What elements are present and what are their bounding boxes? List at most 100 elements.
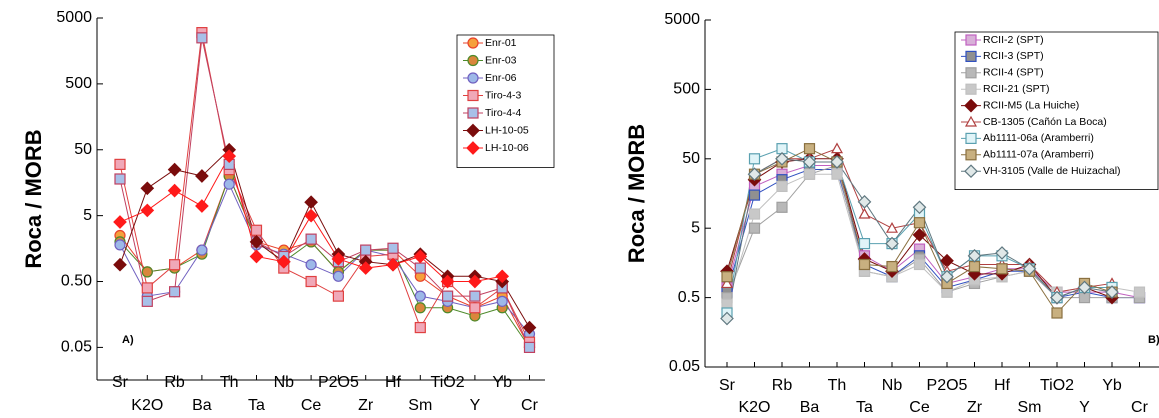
data-point — [413, 249, 428, 264]
x-tick-label: Cr — [1131, 399, 1149, 416]
data-point — [858, 237, 871, 250]
legend-marker — [467, 89, 479, 102]
x-tick-label: P2O5 — [318, 374, 359, 391]
data-point — [222, 149, 237, 163]
data-point — [747, 167, 762, 182]
x-tick-label: Ba — [800, 399, 820, 416]
legend-marker — [965, 50, 977, 63]
legend-label: Tiro-4-3 — [485, 89, 522, 101]
y-tick-label: 5000 — [664, 11, 700, 28]
series-line — [119, 182, 530, 335]
data-point — [776, 201, 788, 213]
legend-label: Enr-03 — [485, 54, 517, 66]
series-line — [119, 32, 530, 343]
x-tick-label: TiO2 — [1040, 377, 1074, 394]
y-axis-label: Roca / MORB — [21, 129, 46, 268]
data-point — [468, 274, 482, 289]
data-point — [223, 178, 235, 190]
x-tick-label: Sm — [1018, 399, 1042, 416]
data-point — [114, 173, 126, 185]
data-point — [195, 169, 209, 183]
x-tick-label: P2O5 — [927, 377, 968, 394]
data-point — [113, 215, 127, 229]
legend-marker — [964, 164, 978, 179]
data-point — [1077, 280, 1092, 295]
data-point — [1050, 290, 1064, 305]
series-line — [119, 37, 530, 348]
data-point — [995, 246, 1009, 260]
data-point — [721, 271, 733, 283]
legend-marker — [965, 67, 977, 79]
x-tick-label: Ta — [856, 399, 873, 416]
legend-marker — [466, 123, 480, 138]
data-point — [360, 244, 372, 256]
data-point — [386, 257, 400, 272]
legend-marker — [467, 54, 479, 67]
legend-marker — [466, 141, 480, 155]
x-tick-label: Hf — [994, 377, 1011, 394]
data-point — [169, 286, 181, 298]
data-point — [195, 199, 209, 213]
legend-label: RCII-4 (SPT) — [983, 67, 1044, 79]
data-point — [249, 235, 264, 249]
data-point — [913, 258, 926, 271]
legend-label: Enr-06 — [485, 72, 517, 84]
data-point — [830, 155, 844, 169]
data-point — [304, 195, 318, 210]
annotation: A) — [122, 334, 134, 346]
legend-label: Tiro-4-4 — [485, 107, 522, 119]
legend-marker — [467, 107, 479, 119]
data-point — [830, 142, 844, 154]
data-point — [140, 203, 155, 218]
x-tick-label: Sm — [408, 397, 432, 414]
x-tick-label: Hf — [385, 374, 402, 391]
y-tick-label: 50 — [682, 150, 700, 167]
x-tick-label: Yb — [1102, 377, 1122, 394]
data-point — [967, 248, 982, 263]
y-tick-label: 50 — [74, 141, 92, 158]
legend-label: VH-3105 (Valle de Huizachal) — [983, 165, 1121, 177]
data-point — [720, 277, 734, 289]
data-point — [913, 217, 926, 229]
data-point — [858, 258, 871, 271]
data-point — [803, 143, 816, 155]
data-point — [114, 158, 126, 170]
x-tick-label: Rb — [164, 374, 185, 391]
data-point — [523, 341, 536, 353]
legend-label: RCII-2 (SPT) — [983, 34, 1044, 46]
data-point — [858, 207, 871, 219]
data-point — [196, 244, 208, 256]
legend-marker — [965, 34, 977, 46]
legend-label: LH-10-06 — [485, 142, 529, 154]
legend-label: Ab1111-06a (Aramberri) — [983, 132, 1094, 144]
data-point — [141, 295, 153, 307]
legend-label: LH-10-05 — [485, 124, 529, 136]
data-point — [1022, 261, 1037, 276]
x-tick-label: Ce — [909, 399, 930, 416]
x-tick-label: Ce — [301, 397, 322, 414]
data-point — [469, 290, 481, 302]
annotation: B) — [1148, 334, 1159, 346]
data-point — [748, 189, 761, 201]
data-point — [748, 222, 761, 234]
data-point — [196, 32, 208, 44]
data-point — [414, 302, 426, 314]
y-tick-label: 0.5 — [678, 289, 700, 306]
y-tick-label: 0.05 — [669, 358, 700, 375]
data-point — [885, 221, 899, 233]
data-point — [332, 270, 344, 282]
data-point — [940, 269, 954, 284]
x-tick-label: K2O — [738, 399, 770, 416]
data-point — [414, 321, 426, 334]
data-point — [442, 290, 454, 302]
series-line — [726, 173, 1140, 305]
data-point — [720, 311, 734, 326]
y-tick-label: 5 — [691, 219, 700, 236]
data-point — [748, 208, 761, 220]
legend-label: RCII-M5 (La Huiche) — [983, 99, 1079, 111]
data-point — [496, 295, 508, 307]
legend-marker — [965, 83, 977, 95]
